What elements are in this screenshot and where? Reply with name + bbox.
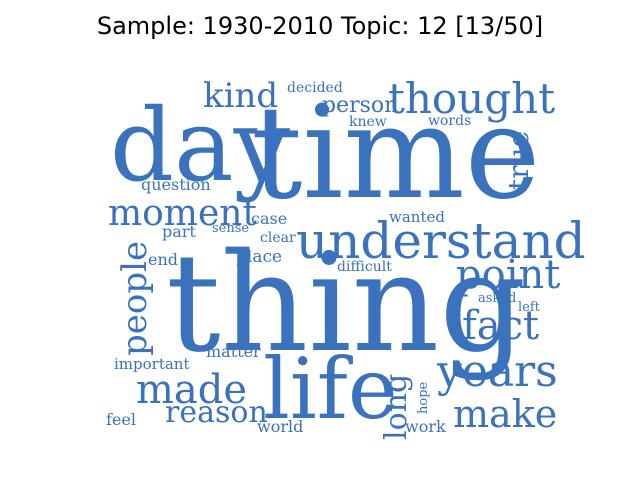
word-case: case — [251, 209, 287, 228]
word-life: life — [263, 340, 398, 438]
word-asked: asked — [478, 291, 516, 306]
word-end: end — [148, 250, 178, 269]
word-true: true — [502, 131, 535, 190]
word-words: words — [428, 113, 471, 129]
word-long: long — [379, 374, 414, 440]
word-place: place — [236, 247, 282, 267]
word-world: world — [257, 417, 303, 436]
word-decided: decided — [287, 80, 343, 96]
word-matter: matter — [206, 342, 261, 361]
word-part: part — [162, 222, 196, 241]
word-sense: sense — [212, 221, 249, 236]
word-work: work — [405, 417, 446, 436]
word-difficult: difficult — [337, 259, 392, 275]
word-person: person — [322, 93, 398, 118]
word-left: left — [518, 300, 541, 315]
word-hope: hope — [416, 381, 431, 414]
word-thought: thought — [388, 74, 555, 123]
word-understand: understand — [296, 212, 586, 270]
word-point: point — [456, 252, 560, 298]
word-clear: clear — [260, 230, 296, 246]
word-make: make — [453, 392, 557, 436]
word-made: made — [136, 367, 247, 413]
word-kind: kind — [203, 76, 278, 116]
word-day: day — [110, 87, 291, 204]
word-reason: reason — [165, 395, 268, 430]
figure-title: Sample: 1930-2010 Topic: 12 [13/50] — [96, 12, 544, 40]
word-feel: feel — [106, 410, 136, 429]
word-thing: thing — [166, 225, 526, 383]
word-knew: knew — [349, 114, 387, 130]
word-important: important — [114, 355, 189, 373]
word-fact: fact — [462, 303, 539, 349]
word-years: years — [436, 346, 558, 397]
word-moment: moment — [108, 193, 257, 234]
word-question: question — [141, 175, 211, 194]
word-people: people — [115, 241, 155, 356]
word-time: time — [251, 79, 541, 228]
word-wanted: wanted — [389, 208, 445, 226]
